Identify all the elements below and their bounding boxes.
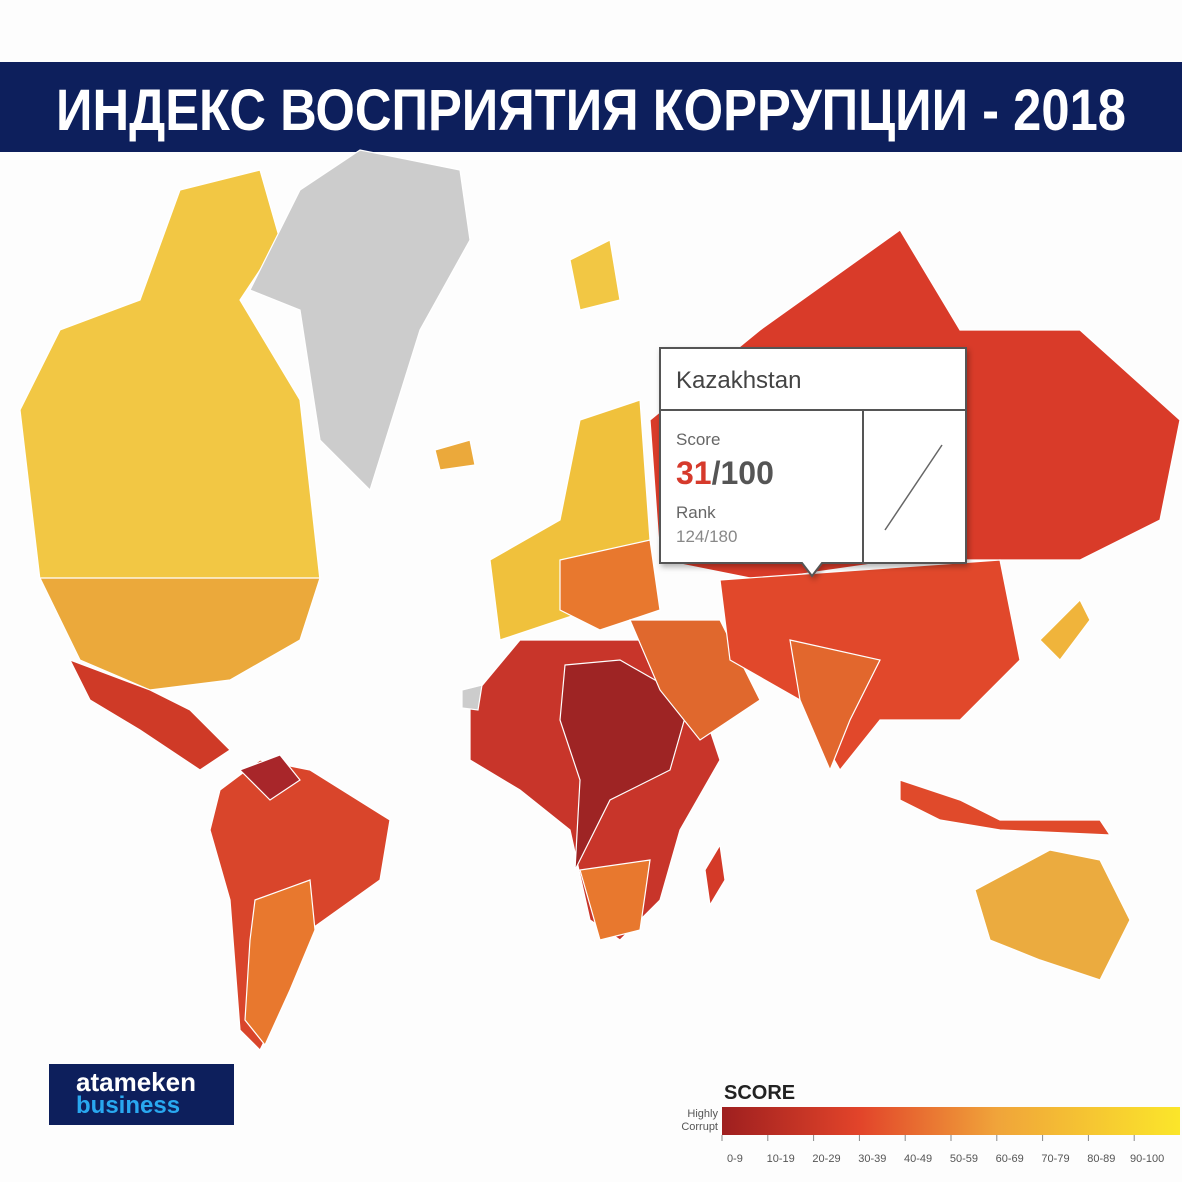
score-value: 31 <box>676 455 712 491</box>
usa <box>39 577 321 691</box>
tooltip-score: 31/100 <box>676 455 774 491</box>
southern-africa <box>579 859 651 941</box>
legend-range-label: 50-59 <box>950 1153 978 1165</box>
title-bar <box>0 62 1182 152</box>
sparkline <box>884 444 943 531</box>
legend-range-label: 60-69 <box>996 1153 1024 1165</box>
legend-title: SCORE <box>724 1082 795 1104</box>
tooltip-score-label: Score <box>676 430 720 449</box>
logo-line2: business <box>76 1092 180 1119</box>
india <box>789 639 881 772</box>
tooltip-rank: 124/180 <box>676 527 737 546</box>
central-america <box>68 658 231 771</box>
logo-box <box>49 1064 234 1125</box>
tooltip-rank-label: Rank <box>676 503 716 522</box>
legend-low-label: Highly <box>687 1108 718 1120</box>
svalbard <box>569 239 621 311</box>
logo-line1: atameken <box>76 1067 196 1097</box>
madagascar <box>704 843 726 907</box>
tooltip-box <box>659 347 967 578</box>
middle-east <box>629 619 761 741</box>
score-max: /100 <box>712 455 774 491</box>
legend-range-label: 10-19 <box>767 1153 795 1165</box>
greenland <box>249 149 471 492</box>
indonesia <box>899 779 1112 836</box>
title: ИНДЕКС ВОСПРИЯТИЯ КОРРУПЦИИ - 2018 <box>56 78 1126 143</box>
legend-scale <box>722 1107 1180 1135</box>
japan <box>1039 598 1091 661</box>
central-africa <box>559 659 691 871</box>
western-sahara <box>461 684 483 711</box>
iceland <box>434 439 476 471</box>
southern-cone <box>244 879 316 1047</box>
legend-range-label: 40-49 <box>904 1153 932 1165</box>
legend-range-label: 30-39 <box>858 1153 886 1165</box>
tooltip-country: Kazakhstan <box>676 367 801 394</box>
australia <box>974 849 1131 981</box>
legend-range-label: 0-9 <box>727 1153 743 1165</box>
world-map <box>19 149 1181 1052</box>
tooltip <box>659 347 967 578</box>
legend-range-label: 70-79 <box>1041 1153 1069 1165</box>
legend-range-label: 90-100 <box>1130 1153 1164 1165</box>
legend-low-label: Corrupt <box>681 1121 718 1133</box>
legend-range-label: 80-89 <box>1087 1153 1115 1165</box>
venezuela <box>238 754 301 801</box>
canada <box>19 169 321 601</box>
legend-range-label: 20-29 <box>812 1153 840 1165</box>
